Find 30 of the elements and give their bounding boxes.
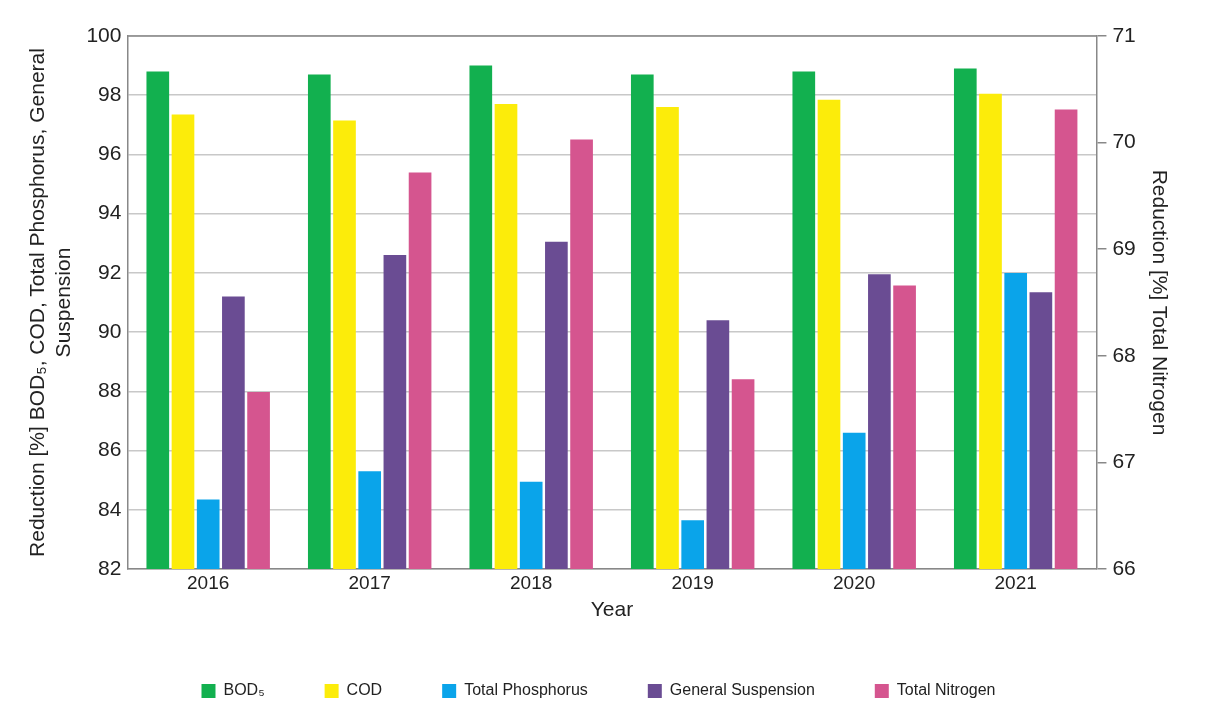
- x-tick-label: 2018: [510, 571, 553, 593]
- y-tick-label: 88: [98, 378, 122, 402]
- y2-tick-label: 69: [1112, 236, 1136, 259]
- y-tick-label: 92: [98, 259, 122, 283]
- x-tick-label: 2017: [348, 571, 391, 593]
- y-tick-label: 94: [98, 200, 122, 224]
- legend-label: Total Nitrogen: [896, 681, 996, 699]
- x-tick-label: 2020: [833, 571, 876, 593]
- x-tick-label: 2019: [671, 571, 714, 593]
- x-tick-label: 2021: [994, 571, 1037, 593]
- y-tick-label: 100: [86, 22, 122, 46]
- legend-label: General Suspension: [669, 681, 815, 699]
- y2-tick-label: 68: [1112, 342, 1136, 366]
- y-tick-label: 84: [98, 496, 122, 520]
- y2-tick-label: 66: [1112, 555, 1136, 579]
- x-tick-label: 2016: [187, 571, 230, 593]
- y-tick-label: 98: [98, 82, 122, 106]
- legend-label: BOD₅: [223, 681, 265, 699]
- y-tick-label: 96: [98, 141, 122, 165]
- y-tick-label: 82: [98, 555, 122, 579]
- y2-tick-label: 71: [1112, 22, 1136, 46]
- legend-label: Total Phosphorus: [464, 681, 588, 699]
- y2-tick-label: 70: [1112, 129, 1136, 153]
- y-tick-label: 86: [98, 437, 122, 461]
- y2-tick-label: 67: [1112, 449, 1136, 473]
- y2-axis-title: Reduction [%] Total Nitrogen: [1148, 169, 1172, 436]
- x-axis-title: Year: [590, 597, 634, 621]
- y-axis-title: Reduction [%] BOD₅, COD, Total Phosphorus, General Suspension: [25, 48, 74, 557]
- y-tick-label: 90: [98, 318, 122, 342]
- legend-label: COD: [346, 681, 383, 699]
